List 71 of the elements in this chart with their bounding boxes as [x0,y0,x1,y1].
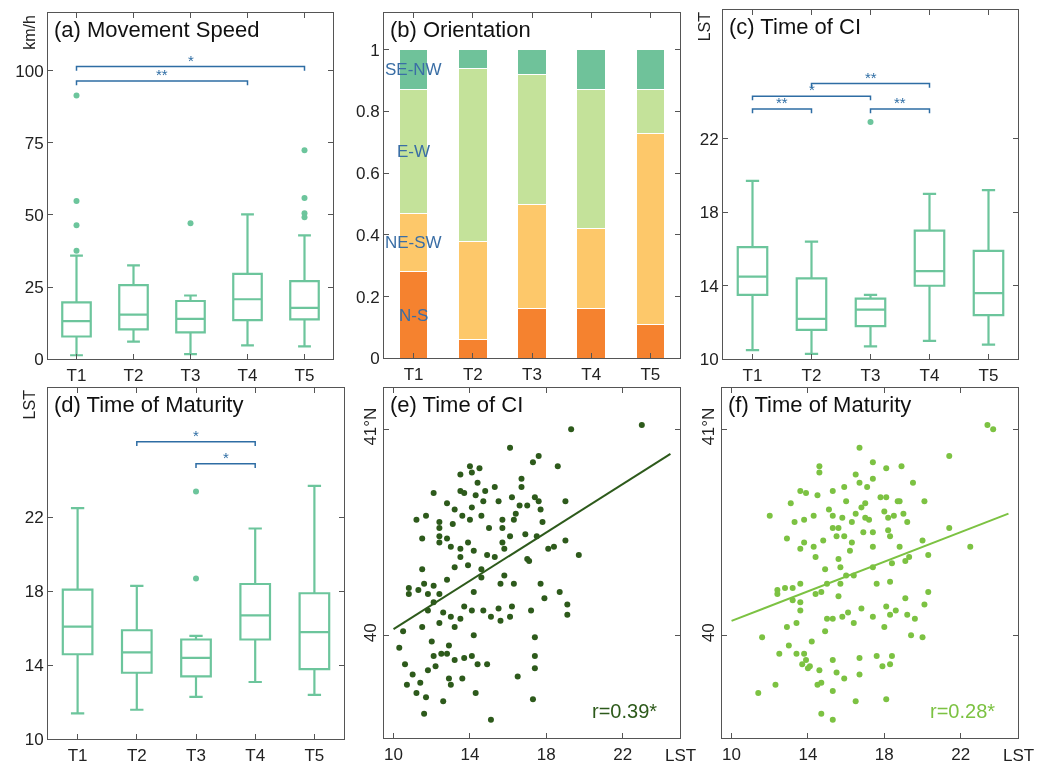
y-tick-label: 1 [370,40,380,60]
chart-title: (f) Time of Maturity [728,392,912,417]
x-tick-label: T5 [294,365,315,385]
x-tick-label: 14 [460,744,480,764]
x-tick-label: T1 [66,365,87,385]
annotation: * [188,52,194,69]
x-tick-label: T4 [237,365,258,385]
x-tick-label: T3 [186,745,206,765]
y-tick-label: 0.6 [355,164,380,184]
y-tick-label: 0.8 [355,102,380,122]
y-tick-label: 75 [24,133,44,153]
x-tick-label: T4 [245,745,266,765]
y-tick-label: 40 [699,623,719,643]
annotation: ** [865,69,877,86]
x-axis-title: LST [1003,746,1035,765]
x-tick-label: T5 [304,745,325,765]
x-axis-title: LST [665,746,697,765]
y-tick-label: 10 [24,730,44,750]
y-tick-label: 0 [34,350,44,370]
y-tick-label: 0 [370,349,380,369]
y-tick-label: 100 [15,61,44,81]
y-axis-title: km/h [21,15,39,50]
y-tick-label: 10 [699,350,719,370]
x-tick-label: T2 [801,365,822,385]
annotation: * [223,449,229,466]
annotation: ** [776,94,788,111]
annotation: * [193,427,199,444]
chart-title: (c) Time of CI [729,14,862,39]
annotation: r=0.28* [930,700,996,722]
y-axis-title: LST [695,11,713,42]
x-tick-label: T4 [581,364,602,384]
x-tick-label: T5 [640,364,661,384]
x-tick-label: T2 [126,745,147,765]
y-tick-label: 50 [24,205,44,225]
chart-title: (e) Time of CI [390,392,524,417]
annotation: r=0.39* [592,700,658,722]
y-tick-label: 14 [24,656,44,676]
y-tick-label: 41°N [361,407,381,446]
x-tick-label: T4 [919,365,940,385]
x-tick-label: T3 [522,364,542,384]
y-tick-label: 40 [361,623,381,643]
x-tick-label: T5 [978,365,999,385]
x-tick-label: T2 [462,364,483,384]
chart-title: (d) Time of Maturity [54,392,244,417]
x-tick-label: T3 [180,365,201,385]
y-tick-label: 18 [24,582,44,602]
chart-title: (b) Orientation [390,17,531,42]
x-tick-label: 22 [951,744,971,764]
y-tick-label: 14 [699,276,719,296]
x-tick-label: 18 [536,744,556,764]
y-tick-label: 22 [24,508,44,528]
x-tick-label: 18 [874,744,894,764]
x-tick-label: T1 [67,745,88,765]
x-tick-label: T1 [742,365,763,385]
y-tick-label: 25 [24,278,44,298]
x-tick-label: T3 [860,365,881,385]
x-tick-label: T1 [403,364,424,384]
y-axis-title: LST [20,389,38,420]
annotation: ** [156,66,168,83]
x-tick-label: 14 [798,744,818,764]
y-tick-label: 18 [699,203,719,223]
chart-title: (a) Movement Speed [54,17,260,42]
y-tick-label: 0.2 [355,287,380,307]
x-tick-label: 10 [384,744,404,764]
x-tick-label: 22 [613,744,633,764]
annotation: ** [894,94,906,111]
x-tick-label: 10 [722,744,742,764]
x-tick-label: T2 [123,365,144,385]
y-tick-label: 41°N [699,407,719,446]
y-tick-label: 0.4 [355,225,380,245]
y-tick-label: 22 [699,129,719,149]
